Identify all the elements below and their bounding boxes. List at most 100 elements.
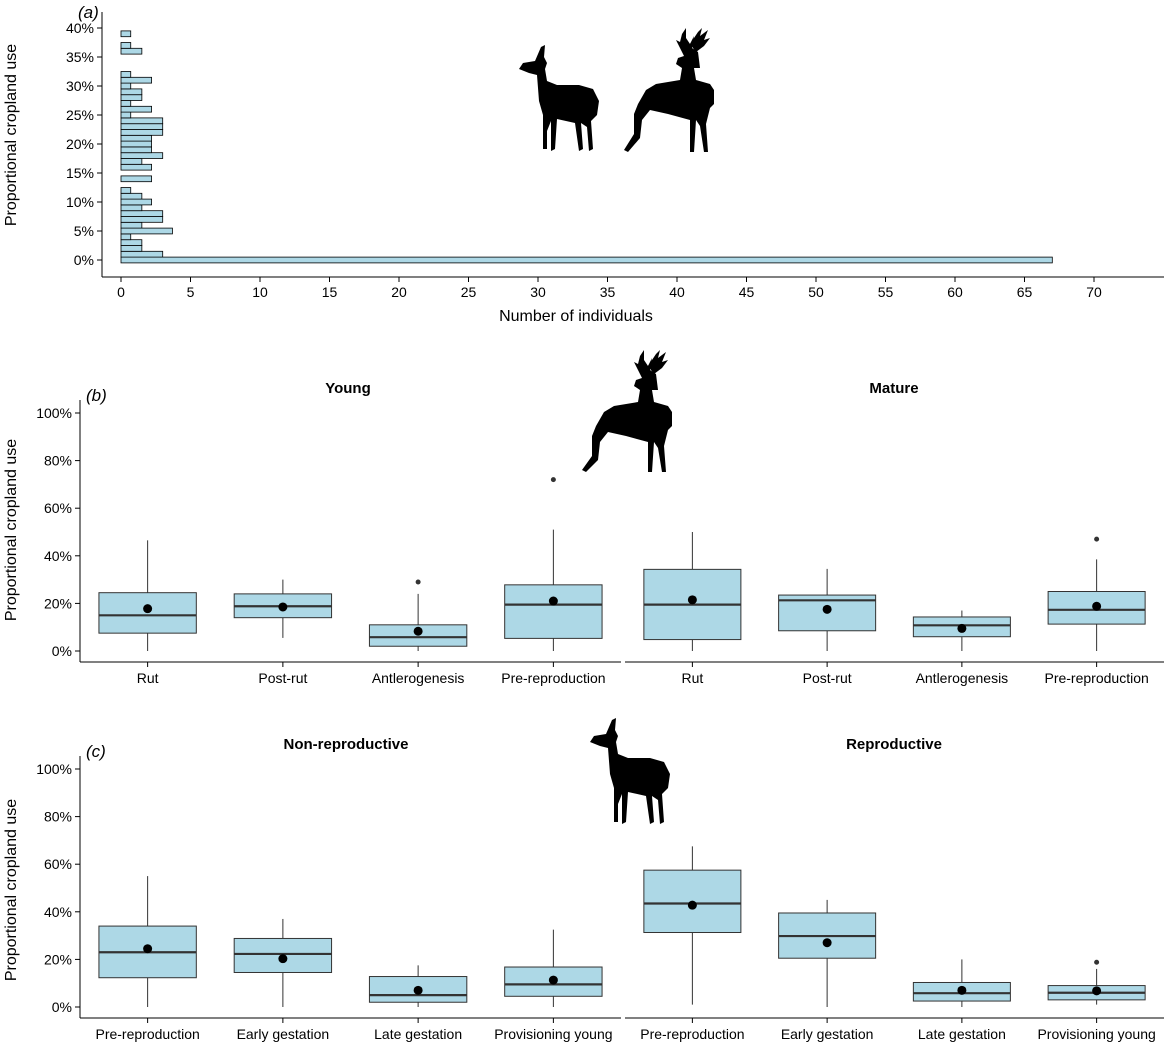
mean-point xyxy=(548,975,558,985)
histogram-bar xyxy=(120,192,143,200)
outlier-point xyxy=(415,579,421,585)
stag-silhouette-b xyxy=(582,350,672,472)
x-tick-label: Antlerogenesis xyxy=(372,670,465,686)
histogram-bar xyxy=(120,71,132,78)
facet-title-non-reproductive: Non-reproductive xyxy=(283,736,408,753)
histogram-bar xyxy=(120,94,143,101)
y-tick-label: 100% xyxy=(36,405,72,421)
x-tick-label: Provisioning young xyxy=(1037,1026,1155,1042)
panel-a-letter: (a) xyxy=(78,3,99,22)
y-tick-label: 100% xyxy=(36,761,72,777)
y-tick-label: 40% xyxy=(66,20,94,36)
x-tick-label: Pre-reproduction xyxy=(640,1026,744,1042)
mean-point xyxy=(822,604,832,614)
x-tick-label: Antlerogenesis xyxy=(916,670,1009,686)
x-tick-label: 65 xyxy=(1017,284,1033,300)
x-tick-label: Provisioning young xyxy=(494,1026,612,1042)
y-tick-label: 10% xyxy=(66,194,94,210)
histogram-bar xyxy=(120,140,152,148)
mean-point xyxy=(278,602,288,612)
histogram-bar xyxy=(120,146,152,154)
histogram-bar xyxy=(120,250,164,258)
y-tick-label: 30% xyxy=(66,78,94,94)
panel-a-ylabel: Proportional cropland use xyxy=(3,44,20,226)
x-tick-label: 15 xyxy=(322,284,338,300)
x-tick-label: 0 xyxy=(117,284,125,300)
x-tick-label: 55 xyxy=(878,284,894,300)
histogram-bar xyxy=(120,82,132,90)
histogram-bar xyxy=(120,123,164,130)
histogram-bar xyxy=(120,88,143,96)
x-tick-label: Rut xyxy=(681,670,703,686)
y-tick-label: 5% xyxy=(74,223,94,239)
x-tick-label: Pre-reproduction xyxy=(95,1026,199,1042)
mean-point xyxy=(413,626,423,636)
outlier-point xyxy=(550,477,556,483)
y-tick-label: 60% xyxy=(44,500,72,516)
histogram-bar xyxy=(120,204,143,212)
y-tick-label: 20% xyxy=(44,595,72,611)
outlier-point xyxy=(1094,536,1100,542)
mean-point xyxy=(548,596,558,606)
y-tick-label: 40% xyxy=(44,548,72,564)
histogram-bar xyxy=(120,210,164,217)
mean-point xyxy=(822,938,832,948)
histogram-bar xyxy=(120,233,132,241)
x-tick-label: Post-rut xyxy=(258,670,307,686)
histogram-bar xyxy=(120,30,132,38)
y-tick-label: 80% xyxy=(44,809,72,825)
histogram-bar xyxy=(120,111,132,119)
mean-point xyxy=(143,604,153,614)
histogram-bar xyxy=(120,175,152,183)
y-tick-label: 0% xyxy=(52,999,72,1015)
mean-point xyxy=(278,954,288,964)
hind-silhouette-c xyxy=(590,718,670,824)
x-tick-label: 40 xyxy=(669,284,685,300)
histogram-bar xyxy=(120,76,152,84)
y-tick-label: 35% xyxy=(66,49,94,65)
histogram-bar xyxy=(120,105,152,113)
x-tick-label: 50 xyxy=(808,284,824,300)
x-tick-label: Pre-reproduction xyxy=(1044,670,1148,686)
y-tick-label: 60% xyxy=(44,856,72,872)
x-tick-label: 35 xyxy=(600,284,616,300)
histogram-bar xyxy=(120,216,164,223)
y-tick-label: 20% xyxy=(66,136,94,152)
hind-silhouette xyxy=(519,45,599,151)
mean-point xyxy=(687,900,697,910)
y-tick-label: 20% xyxy=(44,951,72,967)
histogram-bar xyxy=(120,42,132,49)
histogram-bar xyxy=(120,47,143,55)
x-tick-label: Post-rut xyxy=(803,670,852,686)
panel-c-letter: (c) xyxy=(86,742,106,761)
outlier-point xyxy=(1094,959,1100,965)
x-tick-label: 25 xyxy=(461,284,477,300)
x-tick-label: Rut xyxy=(137,670,159,686)
x-tick-label: Early gestation xyxy=(781,1026,874,1042)
mean-point xyxy=(143,944,153,954)
x-tick-label: 10 xyxy=(252,284,268,300)
histogram-bar xyxy=(120,152,164,159)
y-tick-label: 40% xyxy=(44,904,72,920)
histogram-bar xyxy=(120,158,143,165)
y-tick-label: 80% xyxy=(44,453,72,469)
histogram-bar xyxy=(120,256,1053,264)
x-tick-label: 60 xyxy=(947,284,963,300)
panel-b-letter: (b) xyxy=(86,386,107,405)
x-tick-label: Late gestation xyxy=(374,1026,462,1042)
y-tick-label: 0% xyxy=(74,252,94,268)
panel-b-ylabel: Proportional cropland use xyxy=(3,439,20,621)
x-tick-label: 30 xyxy=(530,284,546,300)
panel-a-xlabel: Number of individuals xyxy=(499,308,653,325)
mean-point xyxy=(957,985,967,995)
y-tick-label: 0% xyxy=(52,643,72,659)
y-tick-label: 25% xyxy=(66,107,94,123)
histogram-bar xyxy=(120,239,143,246)
mean-point xyxy=(413,985,423,995)
x-tick-label: 20 xyxy=(391,284,407,300)
histogram-bar xyxy=(120,245,143,252)
mean-point xyxy=(687,595,697,605)
facet-title-reproductive: Reproductive xyxy=(846,736,942,753)
mean-point xyxy=(1092,986,1102,996)
mean-point xyxy=(957,623,967,633)
